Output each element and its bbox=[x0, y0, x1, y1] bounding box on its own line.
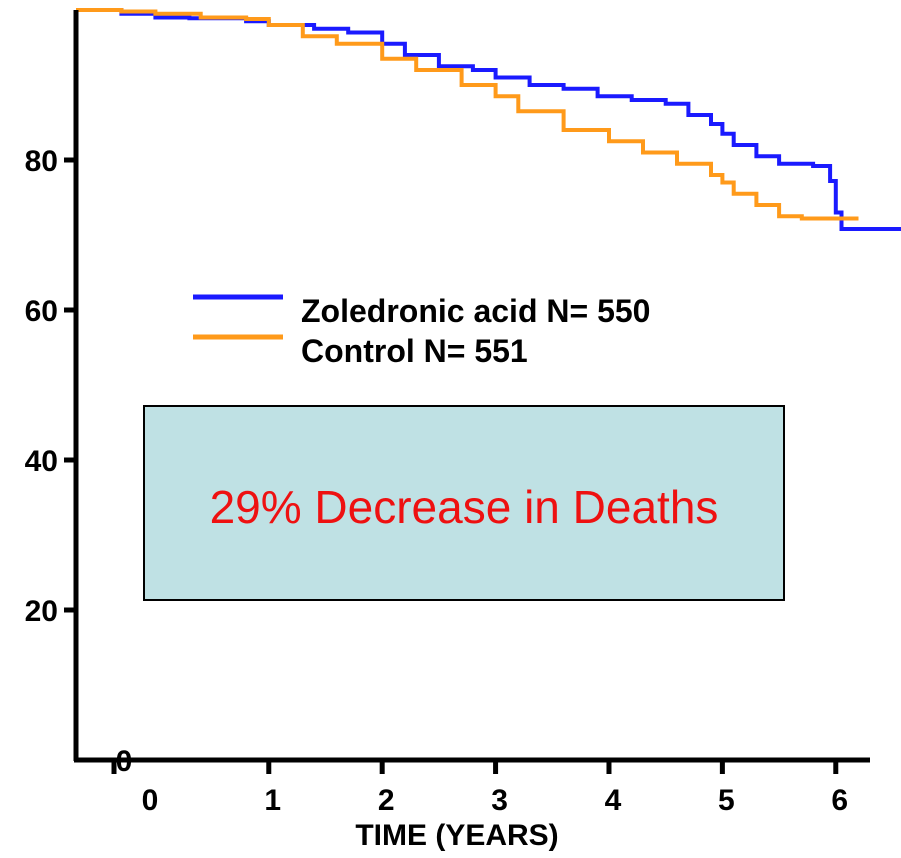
annotation-callout: 29% Decrease in Deaths bbox=[143, 405, 785, 601]
y-tick-label-0: 80 bbox=[25, 145, 58, 178]
series-line-1 bbox=[76, 8, 859, 221]
axes: 80604020001234567 bbox=[25, 10, 870, 817]
x-tick-label-0: 0 bbox=[142, 784, 159, 817]
x-tick-label-2: 2 bbox=[378, 784, 395, 817]
annotation-box bbox=[143, 405, 785, 601]
x-tick-label-4: 4 bbox=[605, 784, 622, 817]
y-tick-label-2: 40 bbox=[25, 445, 58, 478]
legend-label-zoledronic: Zoledronic acid N= 550 bbox=[301, 293, 650, 329]
x-tick-label-5: 5 bbox=[718, 784, 735, 817]
y-tick-label-zero: 0 bbox=[116, 745, 133, 778]
y-tick-label-1: 60 bbox=[25, 295, 58, 328]
y-tick-label-3: 20 bbox=[25, 595, 58, 628]
x-axis-title: TIME (YEARS) bbox=[355, 819, 558, 852]
legend-label-control: Control N= 551 bbox=[301, 333, 528, 369]
plot-lines bbox=[76, 8, 901, 231]
legend: Zoledronic acid N= 550 Control N= 551 bbox=[193, 293, 650, 369]
annotation-text: 29% Decrease in Deaths bbox=[210, 481, 719, 533]
x-tick-label-6: 6 bbox=[831, 784, 848, 817]
x-tick-label-1: 1 bbox=[264, 784, 281, 817]
x-tick-label-3: 3 bbox=[491, 784, 508, 817]
